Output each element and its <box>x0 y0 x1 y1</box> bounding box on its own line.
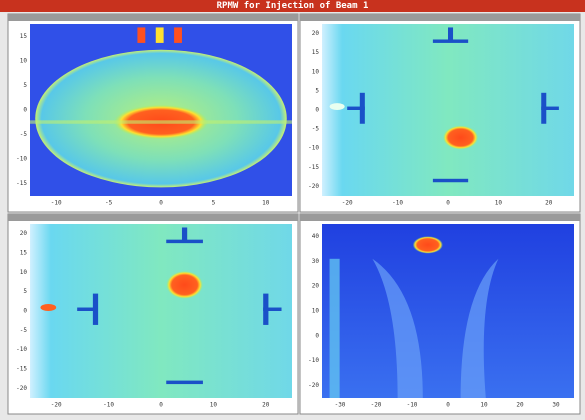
y-tick-label: 10 <box>20 57 28 64</box>
y-tick-label: 15 <box>20 250 28 257</box>
y-tick-label: 10 <box>312 68 320 75</box>
y-tick-label: -20 <box>16 385 27 392</box>
x-tick-label: 10 <box>480 402 488 409</box>
x-tick-label: 30 <box>552 402 560 409</box>
y-tick-label: -10 <box>308 145 319 152</box>
y-tick-label: -20 <box>308 382 319 389</box>
y-tick-label: -15 <box>308 164 319 171</box>
y-tick-label: 0 <box>315 107 319 114</box>
x-tick-label: 0 <box>446 200 450 207</box>
y-tick-label: 15 <box>20 33 28 40</box>
x-tick-label: -20 <box>51 402 62 409</box>
y-tick-label: -20 <box>308 183 319 190</box>
y-tick-label: -5 <box>312 126 320 133</box>
screen: RPMW for Injection of Beam 1 <box>0 0 585 420</box>
y-tick-label: 20 <box>312 30 320 37</box>
x-tick-label: -10 <box>407 402 418 409</box>
x-tick-label: 20 <box>262 402 270 409</box>
x-tick-label: -30 <box>335 402 346 409</box>
y-tick-label: -10 <box>308 357 319 364</box>
y-tick-label: 10 <box>312 308 320 315</box>
y-tick-label: -15 <box>16 180 27 187</box>
panels: -10 -5 0 5 10 15 10 5 0 -5 -10 -15 -20 -10 0 10 20 20 15 10… <box>0 12 585 420</box>
x-tick-label: 10 <box>210 402 218 409</box>
y-tick-label: 15 <box>312 49 320 56</box>
x-tick-label: -10 <box>392 200 403 207</box>
y-tick-label: 5 <box>23 288 27 295</box>
x-tick-label: 0 <box>159 200 163 207</box>
x-tick-label: -10 <box>51 200 62 207</box>
x-tick-label: 10 <box>262 200 270 207</box>
y-tick-label: -15 <box>16 366 27 373</box>
y-tick-label: 0 <box>23 308 27 315</box>
window-title: RPMW for Injection of Beam 1 <box>0 0 585 12</box>
x-tick-label: 0 <box>159 402 163 409</box>
x-tick-label: -10 <box>103 402 114 409</box>
y-tick-label: -5 <box>20 327 28 334</box>
x-tick-label: -20 <box>371 402 382 409</box>
x-tick-label: 10 <box>495 200 503 207</box>
y-tick-label: -10 <box>16 156 27 163</box>
y-tick-label: 5 <box>23 82 27 89</box>
y-tick-label: 20 <box>312 283 320 290</box>
y-tick-label: 20 <box>20 230 28 237</box>
y-tick-label: 0 <box>315 332 319 339</box>
y-tick-label: 5 <box>315 87 319 94</box>
y-tick-label: -5 <box>20 131 28 138</box>
x-tick-label: -20 <box>342 200 353 207</box>
x-tick-label: -5 <box>105 200 113 207</box>
y-tick-label: -10 <box>16 346 27 353</box>
x-tick-label: 5 <box>212 200 216 207</box>
x-tick-label: 0 <box>446 402 450 409</box>
y-tick-label: 0 <box>23 107 27 114</box>
x-tick-label: 20 <box>545 200 553 207</box>
x-tick-label: 20 <box>516 402 524 409</box>
y-tick-label: 40 <box>312 233 320 240</box>
y-tick-label: 10 <box>20 269 28 276</box>
y-tick-label: 30 <box>312 258 320 265</box>
